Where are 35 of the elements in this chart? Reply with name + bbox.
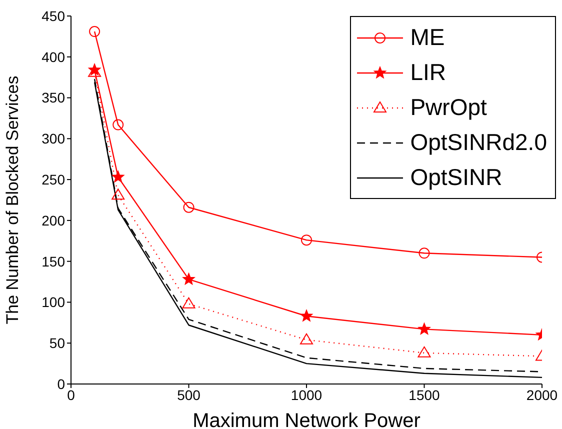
x-tick-label: 500 xyxy=(177,386,201,403)
legend-label: ME xyxy=(410,24,445,50)
point xyxy=(112,119,124,130)
x-tick-label: 2000 xyxy=(526,386,558,403)
point xyxy=(418,346,431,358)
point xyxy=(183,202,194,213)
x-axis-title: Maximum Network Power xyxy=(192,410,421,429)
y-axis-title: The Number of Blocked Services xyxy=(3,76,22,324)
point xyxy=(418,322,430,334)
x-tick-label: 1000 xyxy=(290,386,322,403)
legend-label: OptSINR xyxy=(410,164,502,190)
legend-label: OptSINRd2.0 xyxy=(410,129,547,155)
x-tick-label: 1500 xyxy=(408,386,440,403)
y-tick-label: 400 xyxy=(42,48,66,65)
point xyxy=(300,333,313,344)
y-tick-label: 50 xyxy=(49,335,66,352)
legend-label: LIR xyxy=(410,59,446,85)
y-tick-label: 100 xyxy=(42,294,66,310)
legend-label: PwrOpt xyxy=(410,94,487,120)
y-tick-label: 350 xyxy=(42,90,66,106)
y-tick-label: 450 xyxy=(42,8,66,24)
point xyxy=(112,170,124,182)
y-tick-label: 300 xyxy=(42,130,66,147)
point xyxy=(112,188,125,200)
y-tick-label: 250 xyxy=(42,172,66,188)
point xyxy=(301,234,312,246)
point xyxy=(89,26,100,38)
y-tick-label: 150 xyxy=(42,253,66,270)
x-tick-label: 0 xyxy=(67,386,76,403)
point xyxy=(300,310,313,322)
y-tick-label: 0 xyxy=(57,376,66,392)
y-tick-label: 200 xyxy=(42,212,66,228)
point xyxy=(418,248,430,259)
point xyxy=(182,272,195,285)
point xyxy=(182,297,196,308)
